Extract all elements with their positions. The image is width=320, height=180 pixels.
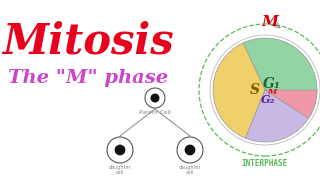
Wedge shape [245, 90, 308, 142]
Circle shape [145, 88, 165, 108]
Text: daughter
cell: daughter cell [109, 165, 131, 175]
Wedge shape [213, 43, 265, 138]
Text: The "M" phase: The "M" phase [8, 69, 168, 87]
Text: G₁: G₁ [263, 77, 281, 91]
Text: Mitosis: Mitosis [2, 21, 174, 63]
Circle shape [115, 145, 125, 155]
Text: G₂: G₂ [261, 94, 275, 105]
Circle shape [177, 137, 203, 163]
Text: Parent Cell: Parent Cell [139, 110, 171, 115]
Text: M: M [261, 15, 278, 29]
Circle shape [107, 137, 133, 163]
Circle shape [151, 94, 159, 102]
Wedge shape [243, 38, 317, 116]
Text: M: M [267, 88, 276, 96]
Text: S: S [250, 83, 260, 97]
Text: INTERPHASE: INTERPHASE [242, 159, 288, 168]
Wedge shape [265, 90, 317, 118]
Circle shape [185, 145, 195, 155]
Text: daughter
cell: daughter cell [179, 165, 201, 175]
